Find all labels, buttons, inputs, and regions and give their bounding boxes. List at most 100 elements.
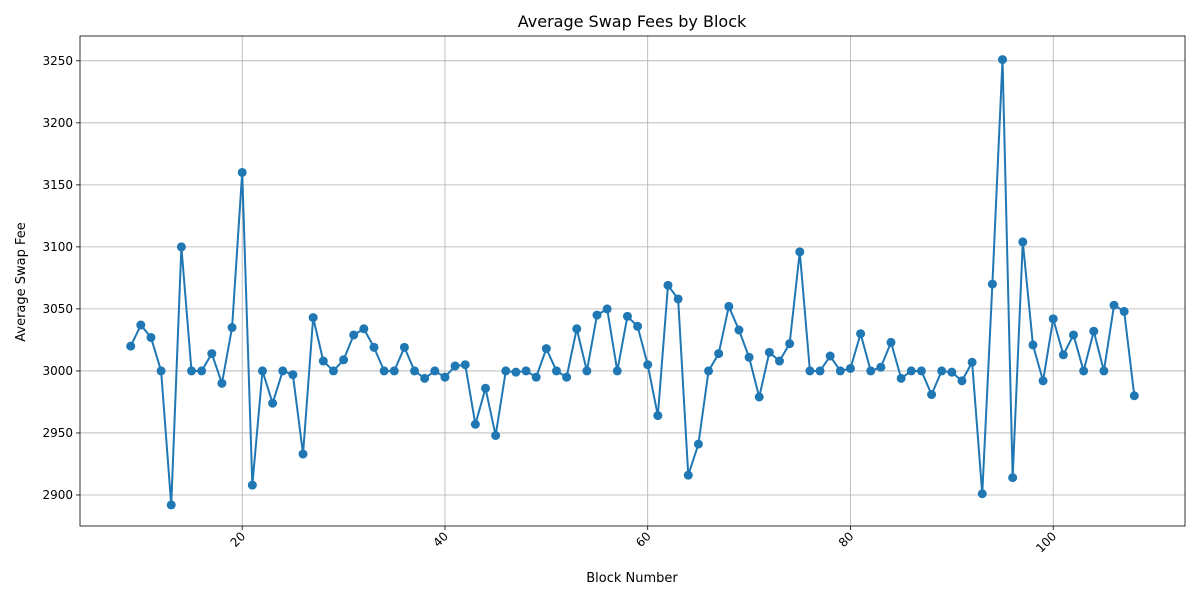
data-point [947, 367, 957, 377]
data-point [572, 324, 582, 334]
data-point [389, 366, 399, 376]
data-point [562, 372, 572, 382]
data-point [237, 167, 247, 177]
data-point [622, 311, 632, 321]
data-point [531, 372, 541, 382]
data-point [693, 439, 703, 449]
data-point [379, 366, 389, 376]
data-point [602, 304, 612, 314]
y-tick-label: 3150 [42, 178, 73, 192]
data-point [977, 489, 987, 499]
y-tick-label: 3250 [42, 54, 73, 68]
data-point [754, 392, 764, 402]
data-point [460, 360, 470, 370]
data-point [278, 366, 288, 376]
data-point [491, 430, 501, 440]
data-point [1018, 237, 1028, 247]
data-point [156, 366, 166, 376]
data-point [1099, 366, 1109, 376]
data-point [1028, 340, 1038, 350]
data-point [450, 361, 460, 371]
data-point [470, 419, 480, 429]
data-point [714, 349, 724, 359]
x-axis-title: Block Number [586, 571, 678, 586]
data-point [521, 366, 531, 376]
data-point [359, 324, 369, 334]
data-point [876, 362, 886, 372]
data-point [1129, 391, 1139, 401]
data-point [1058, 350, 1068, 360]
data-point [1038, 376, 1048, 386]
y-axis-title: Average Swap Fee [14, 222, 29, 342]
data-point [724, 301, 734, 311]
data-point [998, 55, 1008, 65]
data-point [937, 366, 947, 376]
y-tick-label: 2900 [42, 488, 73, 502]
data-point [257, 366, 267, 376]
series-layer [126, 55, 1139, 510]
y-tick-label: 3050 [42, 302, 73, 316]
data-point [511, 367, 521, 377]
data-point [187, 366, 197, 376]
data-point [136, 320, 146, 330]
data-point [653, 411, 663, 421]
data-point [643, 360, 653, 370]
data-point [227, 323, 237, 333]
data-point [166, 500, 176, 510]
data-point [845, 363, 855, 373]
y-tick-label: 2950 [42, 426, 73, 440]
data-point [744, 352, 754, 362]
data-point [501, 366, 511, 376]
data-point [1079, 366, 1089, 376]
data-point [369, 342, 379, 352]
data-point [1119, 306, 1129, 316]
data-point [268, 398, 278, 408]
data-point [339, 355, 349, 365]
data-point [927, 390, 937, 400]
y-tick-label: 3000 [42, 364, 73, 378]
data-point [1089, 326, 1099, 336]
data-point [298, 449, 308, 459]
data-point [1109, 300, 1119, 310]
data-point [663, 280, 673, 290]
data-point [835, 366, 845, 376]
data-point [866, 366, 876, 376]
data-point [217, 378, 227, 388]
data-point [176, 242, 186, 252]
data-point [805, 366, 815, 376]
plot-frame [79, 35, 1186, 527]
data-point [328, 366, 338, 376]
data-point [704, 366, 714, 376]
data-point [551, 366, 561, 376]
data-point [440, 372, 450, 382]
data-point [1068, 330, 1078, 340]
data-point [399, 342, 409, 352]
data-point [815, 366, 825, 376]
data-point [916, 366, 926, 376]
data-point [886, 337, 896, 347]
data-point [957, 376, 967, 386]
data-point [146, 332, 156, 342]
data-point [856, 329, 866, 339]
data-point [318, 356, 328, 366]
data-point [612, 366, 622, 376]
data-point [795, 247, 805, 257]
y-tick-label: 3200 [42, 116, 73, 130]
data-point [247, 480, 257, 490]
data-point [541, 344, 551, 354]
data-point [987, 279, 997, 289]
data-point [288, 370, 298, 380]
data-point [308, 313, 318, 323]
data-point [774, 356, 784, 366]
data-point [197, 366, 207, 376]
chart-title: Average Swap Fees by Block [518, 12, 747, 31]
data-point [967, 357, 977, 367]
y-tick-label: 3100 [42, 240, 73, 254]
data-point [906, 366, 916, 376]
data-point [1048, 314, 1058, 324]
data-point [785, 339, 795, 349]
data-point [207, 349, 217, 359]
data-point [683, 470, 693, 480]
data-point [481, 383, 491, 393]
